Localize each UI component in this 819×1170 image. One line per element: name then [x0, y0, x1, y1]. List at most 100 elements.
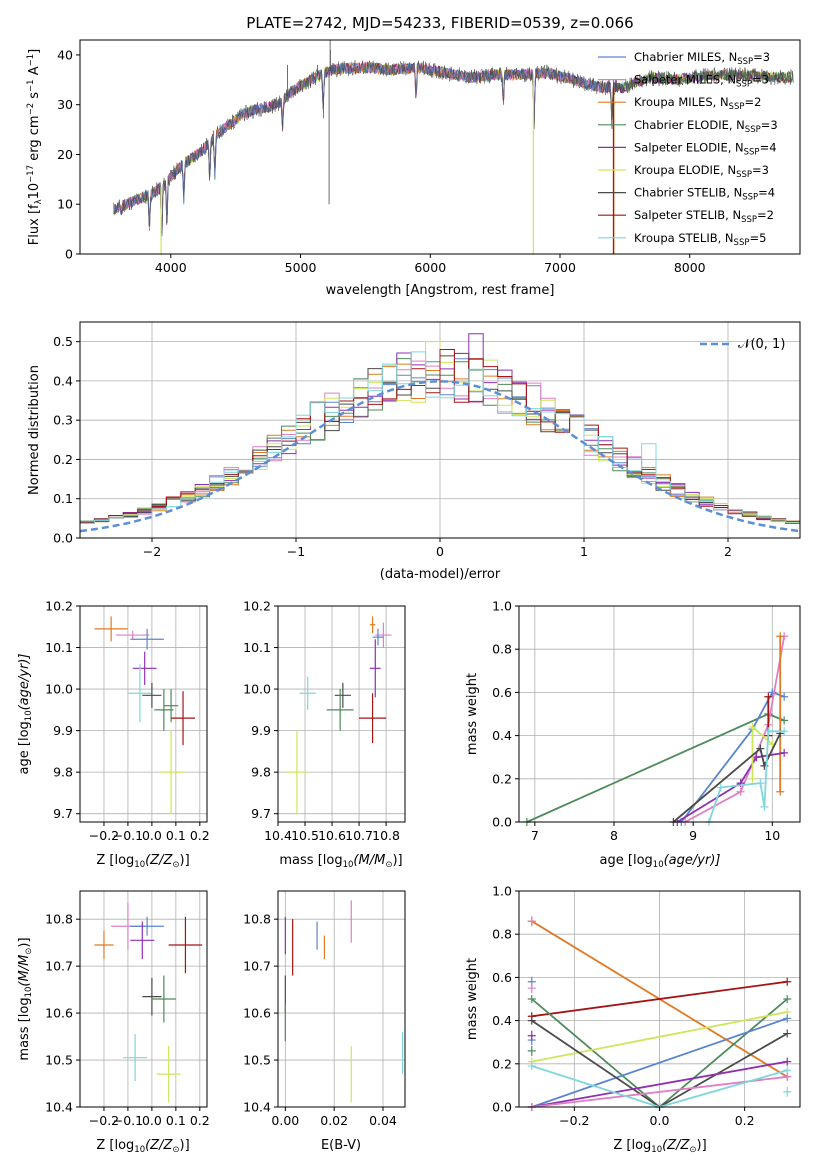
mw-edge-marker-salpeter-miles: [527, 916, 536, 927]
x-tick-label: −0.1: [113, 828, 143, 843]
legend-label-kroupa-miles: Kroupa MILES, NSSP=2: [634, 95, 761, 112]
y-tick-label: 0.0: [53, 531, 73, 546]
ageZ-frame: [79, 605, 208, 823]
mw-marker-kroupa-stelib: [764, 727, 773, 736]
x-tick-label: −0.2: [89, 1113, 119, 1128]
x-tick-label: 8000: [674, 260, 706, 275]
x-tick-label: 8: [610, 828, 618, 843]
x-tick-label: 0.0: [142, 1113, 162, 1128]
legend-label-salpeter-miles: Salpeter MILES, NSSP=3: [634, 73, 769, 90]
y-tick-label: 0.5: [53, 334, 73, 349]
mw-marker-salpeter-stelib: [783, 977, 792, 986]
age-vs-mass-panel: 10.4 10.5 10.6 10.7 10.8 9.7 9.8 9.9 10.0 10.1 10.…: [243, 599, 406, 870]
y-tick-label: 10.2: [45, 599, 73, 614]
legend-label-salpeter-elodie: Salpeter ELODIE, NSSP=4: [634, 140, 777, 157]
spectrum-ylabel: Flux [fλ10−17 erg cm−2 s−1 A−1]: [26, 49, 44, 245]
y-tick-label: 10.6: [45, 1006, 73, 1021]
y-tick-label: 10.5: [45, 1053, 73, 1068]
x-tick-label: −0.1: [113, 1113, 143, 1128]
hist-steps: [79, 333, 801, 538]
mw-marker-kroupa-stelib: [780, 727, 789, 736]
y-tick-label: 0.3: [53, 413, 73, 428]
mw-edge-marker-chabrier-elodie: [527, 1045, 536, 1056]
y-tick-label: 1.0: [492, 599, 512, 614]
x-tick-label: 0.04: [369, 1113, 397, 1128]
y-tick-label: 9.9: [53, 723, 73, 738]
mw-marker-chabrier-stelib: [527, 1016, 536, 1025]
x-tick-label: −0.2: [559, 1113, 589, 1128]
hist-series-salpeter-stelib: [79, 349, 800, 538]
y-tick-label: 0.6: [492, 970, 512, 985]
mw-line-salpeter-stelib: [531, 980, 788, 1018]
hist-ylabel: Normed distribution: [27, 365, 42, 495]
y-tick-label: 10.2: [243, 599, 271, 614]
y-tick-label: 0.2: [492, 1056, 512, 1071]
mw-line-chabrier-miles: [680, 691, 785, 823]
mw-line-chabrier-stelib: [672, 733, 782, 823]
legend-label-chabrier-stelib: Chabrier STELIB, NSSP=4: [634, 186, 775, 203]
spectrum-frame: [79, 39, 801, 255]
x-tick-label: 10.8: [372, 828, 400, 843]
x-tick-label: 0.2: [735, 1113, 755, 1128]
mZ-frame: [79, 890, 208, 1108]
mwAge-frame: [518, 605, 801, 823]
mw-marker-chabrier-elodie: [783, 995, 792, 1003]
y-tick-label: 10.0: [45, 682, 73, 697]
mw-marker-kroupa-elodie: [748, 722, 757, 731]
ageZ-ylabel: age [log10(age/yr)]: [17, 654, 34, 775]
mw-marker-kroupa-miles: [776, 787, 785, 796]
y-tick-label: 0.8: [492, 927, 512, 942]
y-tick-label: 9.7: [251, 806, 271, 821]
mZ-ylabel: mass [log10(M/M⊙)]: [17, 937, 34, 1060]
x-tick-label: 10.6: [318, 828, 346, 843]
mE-frame: [277, 890, 406, 1108]
x-tick-label: 0.02: [320, 1113, 348, 1128]
mw-marker-chabrier-stelib: [756, 744, 765, 753]
mw-line-kroupa-elodie: [531, 1011, 788, 1063]
spectrum-series-chabrier-stelib: [113, 60, 794, 234]
y-tick-label: 40: [57, 47, 73, 62]
mass-vs-ebv-panel: 0.00 0.02 0.04 10.4 10.5 10.6 10.7 10.8 E(B-V): [243, 890, 406, 1153]
x-tick-label: −1: [287, 544, 305, 559]
mwZ-xlabel: Z [log10(Z/Z⊙)]: [613, 1138, 706, 1155]
mw-line-salpeter-miles: [684, 636, 786, 823]
y-tick-label: 10.1: [243, 640, 271, 655]
spectrum-xlabel: wavelength [Angstrom, rest frame]: [326, 283, 555, 298]
y-tick-label: 10.6: [243, 1006, 271, 1021]
mw-marker-salpeter-miles: [736, 787, 745, 796]
y-tick-label: 9.8: [53, 765, 73, 780]
figure-title: PLATE=2742, MJD=54233, FIBERID=0539, z=0…: [246, 14, 633, 32]
legend-label-chabrier-elodie: Chabrier ELODIE, NSSP=3: [634, 118, 778, 135]
mZ-xlabel: Z [log10(Z/Z⊙)]: [96, 1138, 189, 1155]
mw-marker-salpeter-elodie: [752, 753, 761, 762]
x-tick-label: −0.2: [89, 828, 119, 843]
mw-marker-chabrier-elodie: [780, 716, 789, 725]
mw-edge-marker-salpeter-elodie: [527, 1030, 536, 1041]
mw-marker-salpeter-elodie: [783, 1057, 792, 1066]
mass-vs-metallicity-panel: −0.2−0.10.0 0.1 0.2 10.4 10.5 10.6 10.7 10.8 Z …: [17, 890, 210, 1155]
mw-marker-kroupa-stelib: [760, 802, 769, 811]
x-tick-label: −2: [143, 544, 161, 559]
x-tick-label: 10.4: [264, 828, 292, 843]
mwAge-ylabel: mass weight: [465, 673, 480, 755]
y-tick-label: 10.1: [45, 640, 73, 655]
x-tick-label: 0.2: [190, 828, 210, 843]
x-tick-label: 1: [580, 544, 588, 559]
spectrum-lines: [113, 40, 794, 254]
y-tick-label: 10.4: [45, 1100, 73, 1115]
y-tick-label: 9.7: [53, 806, 73, 821]
x-tick-label: 6000: [414, 260, 446, 275]
age-vs-metallicity-panel: −0.2−0.10.0 0.1 0.2 9.7 9.8 9.9 10.0 10.1 10.2 Z…: [17, 599, 210, 871]
hist-series-kroupa-stelib: [79, 351, 800, 538]
ageZ-xlabel: Z [log10(Z/Z⊙)]: [96, 853, 189, 870]
mE-xlabel: E(B-V): [321, 1138, 361, 1153]
y-tick-label: 30: [57, 97, 73, 112]
mw-marker-chabrier-miles: [783, 1014, 792, 1023]
x-tick-label: 10.5: [291, 828, 319, 843]
y-tick-label: 0.2: [492, 771, 512, 786]
spectrum-ticks: 4000 5000 6000 7000 8000 0 10 20 30 40: [57, 47, 706, 275]
mw-marker-kroupa-stelib: [756, 779, 765, 788]
y-tick-label: 0.6: [492, 685, 512, 700]
y-tick-label: 0.1: [53, 491, 73, 506]
residual-histogram-panel: −2 −1 0 1 2 0.0 0.1 0.2 0.3 0.4 0.5 𝒩(0, 1) (data-…: [27, 321, 801, 582]
